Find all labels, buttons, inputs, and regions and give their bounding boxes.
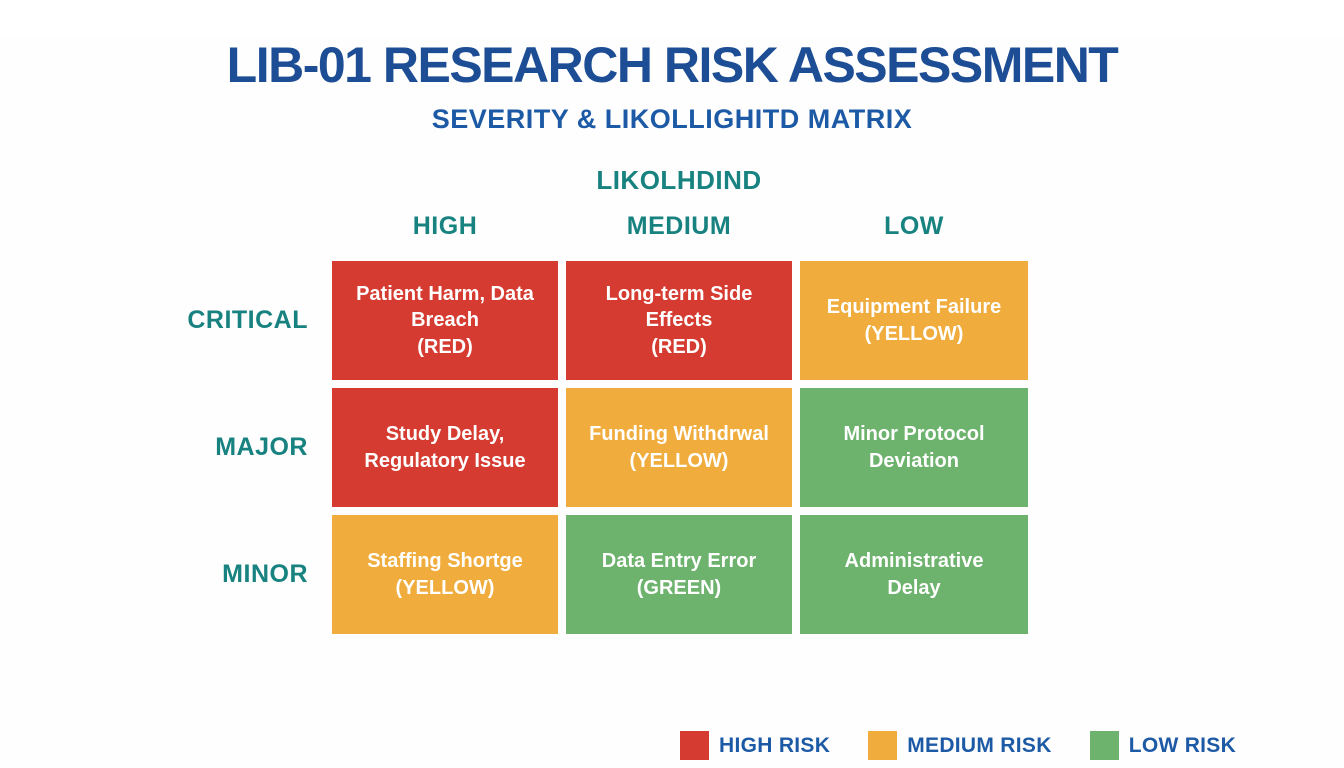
legend-label-high-risk: HIGH RISK — [719, 733, 831, 757]
likelihood-axis-label: LIKOLHDIND — [596, 165, 762, 195]
matrix-cell-minor-low: Administrative Delay — [800, 515, 1028, 634]
column-header-spacer — [188, 212, 324, 241]
row-label-major: MAJOR — [215, 433, 308, 461]
column-header-high: HIGH — [412, 212, 478, 240]
matrix-cell-minor-high: Staffing Shortge (YELLOW) — [332, 515, 558, 634]
column-header-row: HIGH MEDIUM LOW — [188, 212, 1028, 241]
column-header-medium: MEDIUM — [626, 212, 732, 240]
matrix-cell-major-low: Minor Protocol Deviation — [800, 388, 1028, 507]
matrix-cell-critical-medium: Long-term Side Effects (RED) — [566, 261, 792, 380]
legend-item-low-risk: LOW RISK — [1089, 731, 1237, 760]
legend-label-low-risk: LOW RISK — [1128, 733, 1237, 757]
matrix-cell-minor-medium: Data Entry Error (GREEN) — [566, 515, 792, 634]
page-subtitle: SEVERITY & LIKOLLIGHITD MATRIX — [431, 104, 913, 134]
matrix-cell-major-high: Study Delay, Regulatory Issue — [332, 388, 558, 507]
legend: HIGH RISK MEDIUM RISK LOW RISK — [680, 731, 1236, 760]
risk-assessment-page: LIB-01 RESEARCH RISK ASSESSMENT SEVERITY… — [0, 36, 1344, 768]
low-risk-swatch — [1089, 731, 1119, 760]
matrix-cell-critical-low: Equipment Failure (YELLOW) — [800, 261, 1028, 380]
legend-label-medium-risk: MEDIUM RISK — [907, 733, 1052, 757]
legend-item-high-risk: HIGH RISK — [680, 731, 830, 760]
legend-item-medium-risk: MEDIUM RISK — [868, 731, 1051, 760]
column-header-low: LOW — [884, 212, 944, 240]
page-title: LIB-01 RESEARCH RISK ASSESSMENT — [226, 37, 1119, 93]
matrix-body: CRITICAL Patient Harm, Data Breach (RED)… — [187, 261, 1028, 634]
medium-risk-swatch — [868, 731, 898, 760]
matrix-cell-critical-high: Patient Harm, Data Breach (RED) — [332, 261, 558, 380]
row-label-minor: MINOR — [222, 560, 308, 588]
high-risk-swatch — [680, 731, 709, 760]
row-label-critical: CRITICAL — [187, 306, 308, 334]
likelihood-axis-row: LIKOLHDIND — [188, 165, 1028, 196]
matrix-cell-major-medium: Funding Withdrwal (YELLOW) — [566, 388, 792, 507]
risk-matrix: LIKOLHDIND HIGH MEDIUM LOW CRITICAL Pati… — [187, 165, 1028, 634]
